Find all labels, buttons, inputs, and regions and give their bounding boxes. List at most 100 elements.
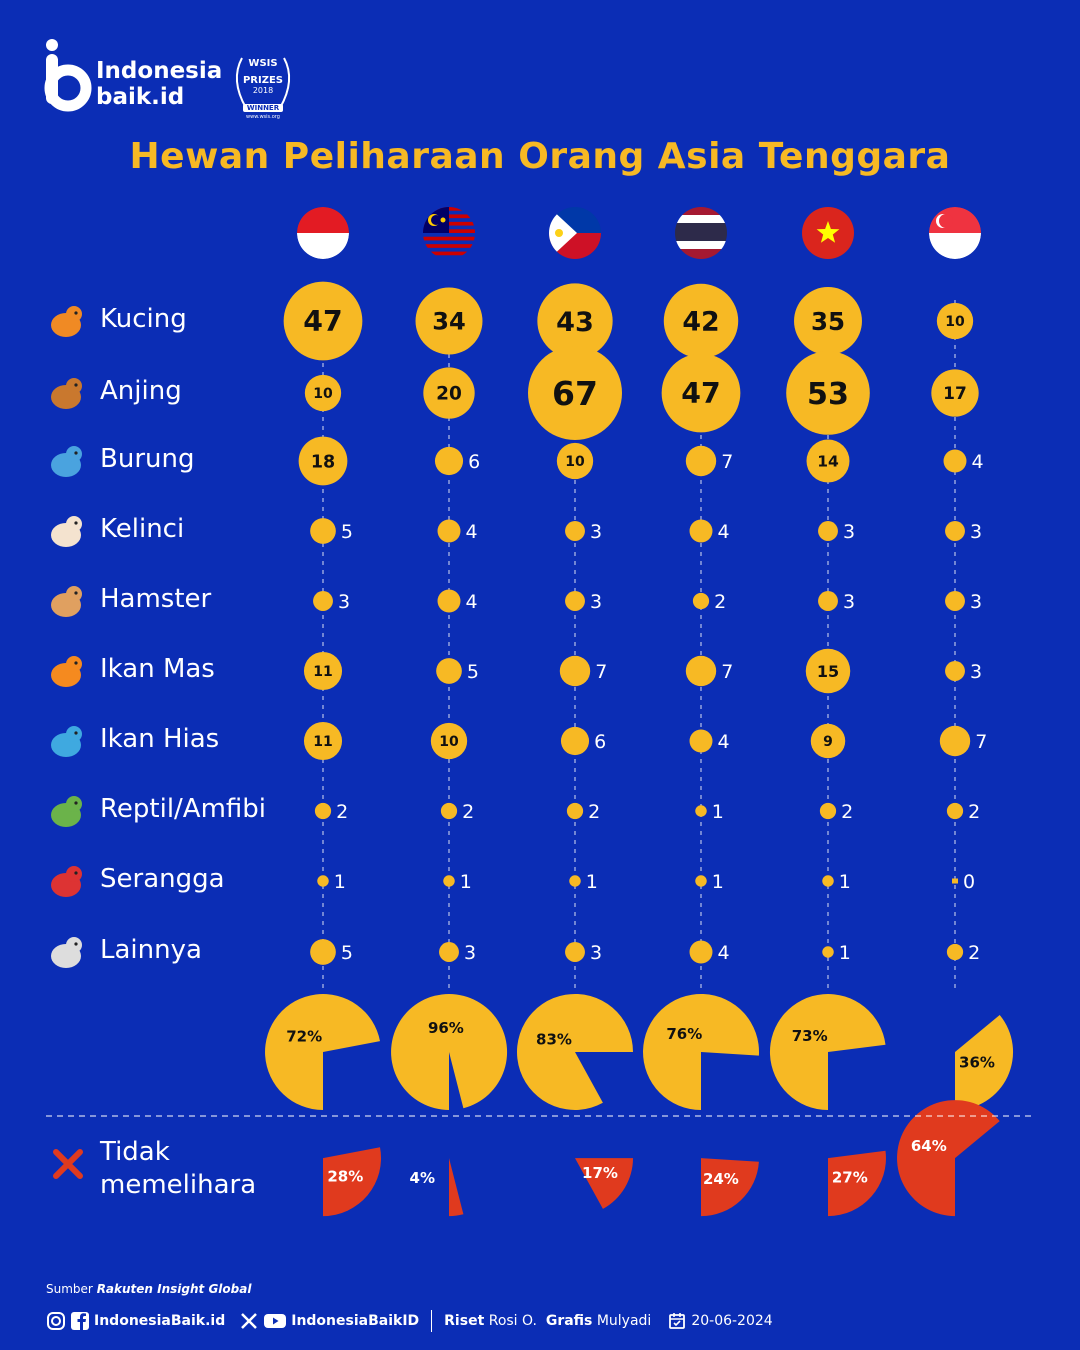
owners-percent-label: 73%: [792, 1027, 828, 1045]
owners-percent-label: 83%: [536, 1031, 572, 1049]
owners-pie: [265, 994, 380, 1110]
bubble: [437, 519, 461, 543]
value-label: 1: [712, 871, 724, 893]
value-label: 34: [432, 308, 466, 336]
bubble: [559, 655, 591, 687]
bubble: [303, 721, 343, 761]
bubble: [434, 446, 464, 476]
ladybug-icon: [51, 866, 82, 897]
bubble: [314, 802, 332, 820]
bubble: [810, 723, 846, 759]
indonesiabaik-logo: [44, 39, 92, 112]
value-label: 67: [552, 374, 598, 413]
youtube-icon[interactable]: [263, 1311, 287, 1331]
owners-pie: [955, 1015, 1014, 1110]
row-label: Anjing: [100, 376, 182, 406]
value-label: 4: [717, 731, 729, 753]
value-label: 9: [823, 734, 833, 750]
vietnam-flag-icon: [802, 207, 854, 259]
owners-percent-label: 36%: [959, 1053, 995, 1071]
bubble: [685, 445, 717, 477]
bubble: [689, 729, 713, 753]
nonowners-pie: [828, 1150, 886, 1217]
nonowners-pie: [323, 1147, 382, 1217]
bubble: [439, 942, 459, 962]
nonowners-percent-label: 24%: [703, 1170, 739, 1188]
value-label: 2: [462, 801, 474, 823]
brand-name: Indonesia baik.id: [96, 58, 223, 110]
singapore-flag-icon: [929, 207, 981, 259]
value-label: 2: [968, 942, 980, 964]
value-label: 7: [721, 451, 733, 473]
value-label: 5: [341, 521, 353, 543]
value-label: 15: [817, 662, 839, 681]
riset-name: Rosi O.: [488, 1313, 537, 1329]
x-icon[interactable]: [239, 1311, 259, 1331]
value-label: 18: [311, 452, 335, 472]
row-label: Hamster: [100, 584, 212, 614]
value-label: 35: [811, 307, 845, 336]
value-label: 4: [465, 591, 477, 613]
bubble: [661, 353, 741, 433]
bubble: [310, 939, 336, 965]
rabbit-icon: [51, 516, 82, 547]
row-label: Kucing: [100, 304, 187, 334]
value-label: 3: [590, 521, 602, 543]
nonowners-label: Tidak memelihara: [100, 1137, 257, 1200]
bubble: [806, 439, 850, 483]
nonowners-pie: [449, 1158, 464, 1217]
bubble: [303, 651, 343, 691]
value-label: 7: [721, 661, 733, 683]
bubble: [818, 591, 838, 611]
bubble: [689, 519, 713, 543]
owners-pie: [643, 994, 760, 1110]
value-label: 4: [465, 521, 477, 543]
value-label: 1: [460, 871, 472, 893]
owners-percent-label: 76%: [666, 1025, 702, 1043]
bubble: [537, 283, 613, 359]
lizard-icon: [51, 796, 82, 827]
bubble: [317, 875, 329, 887]
owners-percent-label: 72%: [286, 1028, 322, 1046]
facebook-icon[interactable]: [70, 1311, 90, 1331]
value-label: 3: [843, 591, 855, 613]
hamster-icon: [51, 586, 82, 617]
bubble: [556, 442, 594, 480]
bubble: [805, 648, 851, 694]
bubble: [946, 943, 964, 961]
bubble: [437, 589, 461, 613]
bubble: [430, 722, 468, 760]
row-label: Kelinci: [100, 514, 185, 544]
row-label: Serangga: [100, 864, 225, 894]
grafis-label: Grafis: [545, 1313, 593, 1329]
bubble: [283, 281, 363, 361]
value-label: 1: [839, 942, 851, 964]
cross-icon: [53, 1149, 83, 1179]
laurel-icon: [235, 57, 291, 109]
bubble: [298, 436, 348, 486]
bubble: [528, 346, 622, 440]
nonowners-percent-label: 17%: [582, 1164, 618, 1182]
value-label: 20: [436, 384, 462, 405]
value-label: 4: [717, 521, 729, 543]
owners-pie: [391, 994, 508, 1110]
bubble: [945, 521, 965, 541]
value-label: 2: [714, 591, 726, 613]
value-label: 43: [556, 307, 594, 338]
value-label: 10: [945, 314, 965, 330]
value-label: 2: [841, 801, 853, 823]
bubble: [663, 283, 739, 359]
bubble: [423, 367, 475, 419]
page-title: Hewan Peliharaan Orang Asia Tenggara: [129, 136, 951, 177]
bubble: [569, 875, 581, 887]
bubble: [822, 946, 834, 958]
bubble: [945, 661, 965, 681]
value-label: 3: [843, 521, 855, 543]
bubble: [952, 878, 958, 884]
value-label: 4: [971, 451, 983, 473]
grafis-name: Mulyadi: [596, 1313, 652, 1329]
instagram-icon[interactable]: [46, 1311, 66, 1331]
value-label: 2: [588, 801, 600, 823]
bubble: [415, 287, 483, 355]
value-label: 42: [682, 307, 719, 338]
